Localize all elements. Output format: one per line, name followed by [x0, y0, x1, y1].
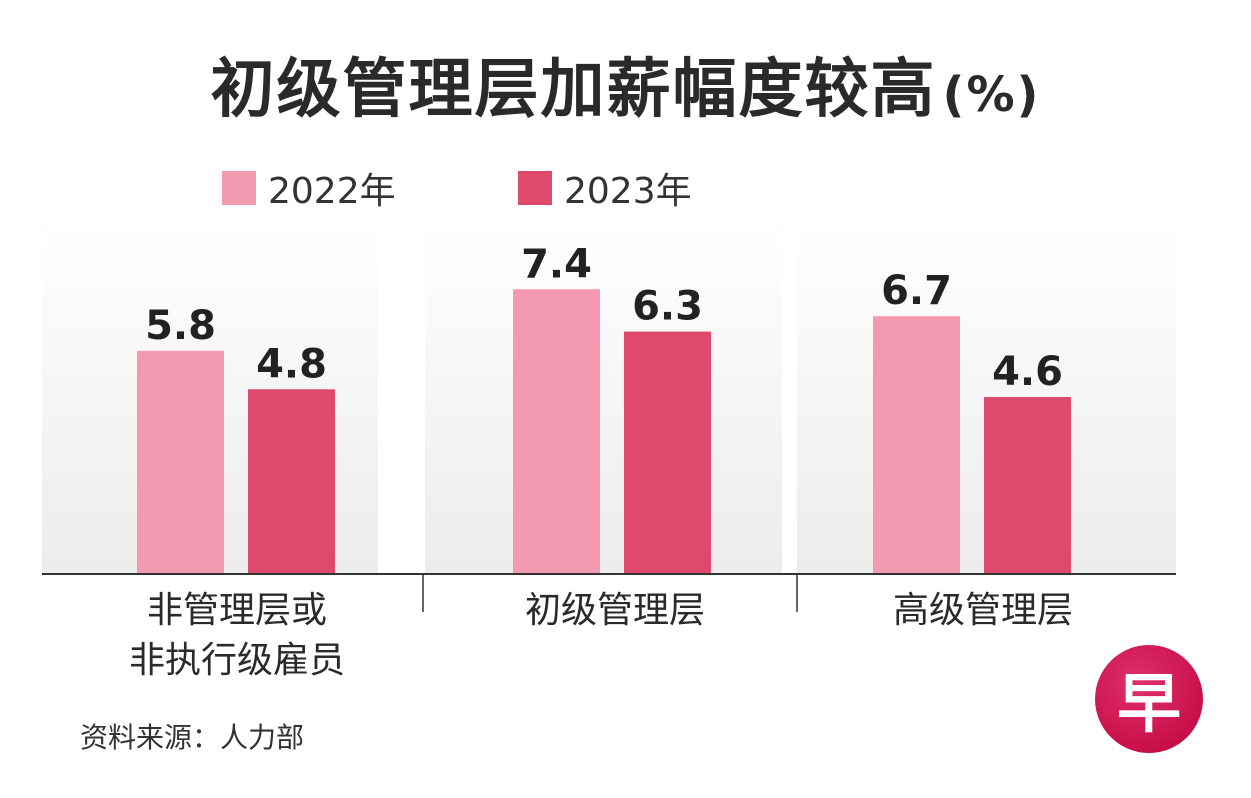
data-label: 4.6: [992, 349, 1063, 395]
data-label: 5.8: [145, 303, 216, 349]
bar-2023-1: [624, 331, 711, 574]
bar-2022-2: [873, 316, 960, 574]
legend-item-2022: 2022年: [222, 168, 396, 212]
data-label: 6.7: [881, 268, 952, 314]
zaobao-logo: 早: [1095, 645, 1203, 753]
bar-2022-1: [513, 289, 600, 574]
bar-2023-2: [984, 397, 1071, 574]
chart-title-unit: (%): [942, 67, 1041, 123]
legend-item-2023: 2023年: [518, 168, 692, 212]
category-panel-bg: [425, 220, 782, 574]
bar-2023-0: [248, 389, 335, 574]
chart-title: 初级管理层加薪幅度较高 (%): [0, 38, 1251, 130]
legend-swatch-2023: [518, 171, 552, 205]
legend-label-2023: 2023年: [564, 171, 692, 212]
category-label-non-management: 非管理层或 非执行级雇员: [92, 586, 382, 686]
source-note: 资料来源：人力部: [80, 721, 305, 754]
category-label-line: 非管理层或: [146, 590, 327, 631]
category-label-junior-management: 初级管理层: [470, 586, 760, 636]
category-label-line: 初级管理层: [524, 590, 705, 631]
data-label: 6.3: [632, 284, 703, 330]
category-label-line: 高级管理层: [892, 590, 1073, 631]
category-label-senior-management: 高级管理层: [838, 586, 1128, 636]
chart-title-text: 初级管理层加薪幅度较高: [210, 53, 937, 127]
logo-glyph: 早: [1117, 668, 1181, 742]
data-label: 7.4: [521, 241, 592, 287]
legend-label-2022: 2022年: [268, 171, 396, 212]
bar-2022-0: [137, 350, 224, 574]
legend-swatch-2022: [222, 171, 256, 205]
category-label-line: 非执行级雇员: [128, 640, 345, 681]
data-label: 4.8: [256, 341, 327, 387]
